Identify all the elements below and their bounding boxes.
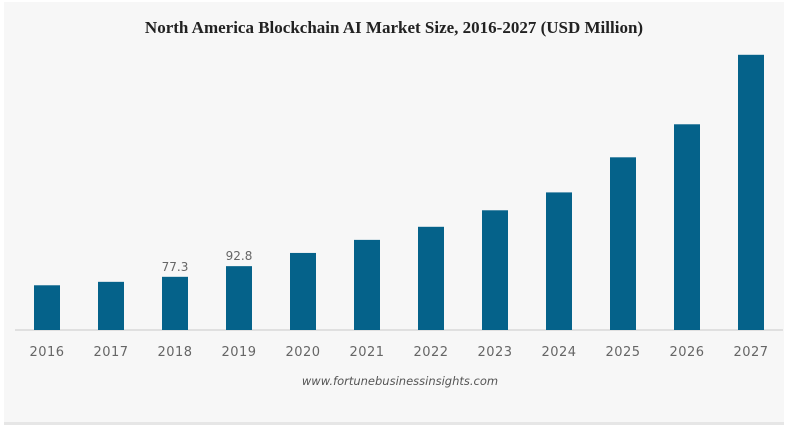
x-tick-label: 2019 (221, 345, 256, 360)
bar-2026 (674, 124, 700, 331)
bar-2019 (226, 266, 252, 330)
bar-2025 (610, 157, 636, 330)
bar-2020 (290, 252, 316, 330)
bar-2027 (738, 54, 764, 331)
x-tick-label: 2021 (349, 345, 384, 360)
bar-2021 (354, 239, 380, 330)
x-tick-label: 2020 (285, 345, 320, 360)
x-tick-label: 2025 (605, 345, 640, 360)
bar-2016 (34, 285, 60, 330)
x-tick-label: 2017 (93, 345, 128, 360)
source-credit: www.fortunebusinessinsights.com (301, 374, 499, 388)
bar-2022 (418, 226, 444, 330)
x-tick-label: 2018 (157, 345, 192, 360)
x-tick-label: 2024 (541, 345, 576, 360)
x-tick-label: 2027 (733, 345, 768, 360)
x-tick-label: 2023 (477, 345, 512, 360)
data-label: 77.3 (162, 260, 189, 274)
bar-2017 (98, 281, 124, 330)
bar-2024 (546, 192, 572, 330)
chart-panel (4, 2, 784, 425)
x-tick-label: 2026 (669, 345, 704, 360)
data-label: 92.8 (226, 249, 253, 263)
x-tick-label: 2016 (29, 345, 64, 360)
bar-2023 (482, 210, 508, 330)
x-tick-label: 2022 (413, 345, 448, 360)
bar-2018 (162, 276, 188, 330)
chart-title: North America Blockchain AI Market Size,… (144, 18, 644, 37)
